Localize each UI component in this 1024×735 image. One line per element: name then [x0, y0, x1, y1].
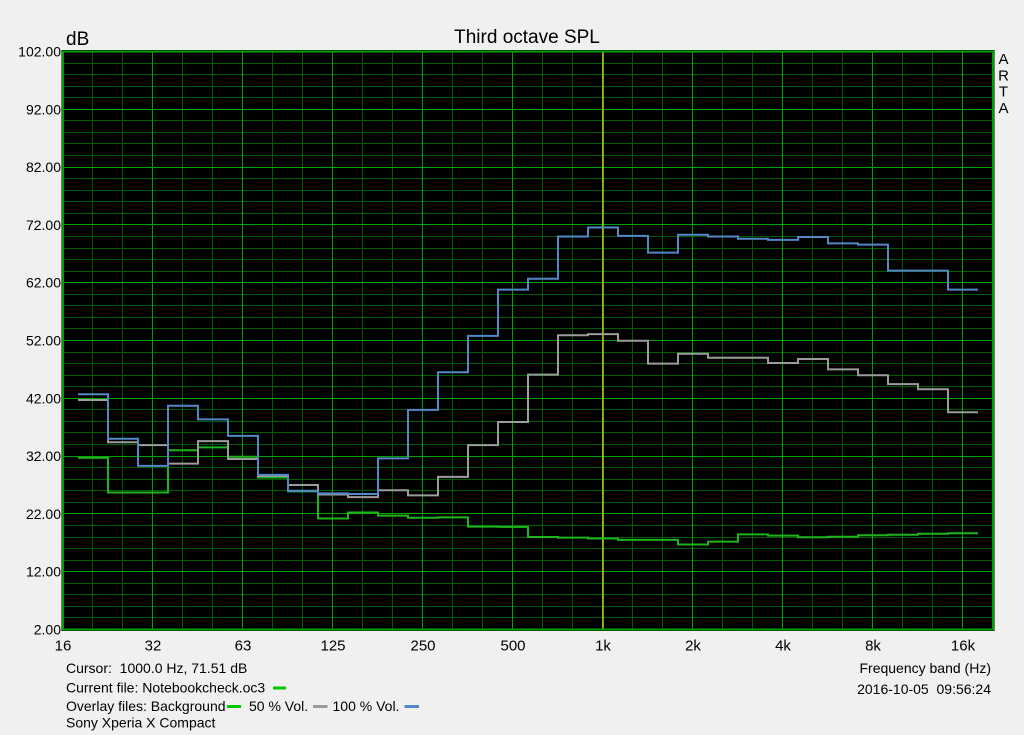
svg-text:Frequency band (Hz): Frequency band (Hz)	[859, 660, 991, 676]
svg-text:63: 63	[235, 638, 252, 655]
svg-text:32: 32	[145, 638, 162, 655]
svg-text:2.00: 2.00	[34, 622, 61, 638]
svg-text:100 % Vol.: 100 % Vol.	[333, 698, 400, 714]
svg-text:125: 125	[320, 638, 345, 655]
svg-text:12.00: 12.00	[26, 564, 61, 580]
svg-text:72.00: 72.00	[26, 217, 61, 233]
svg-text:82.00: 82.00	[26, 159, 61, 175]
svg-text:32.00: 32.00	[26, 448, 61, 464]
svg-text:Sony Xperia X Compact: Sony Xperia X Compact	[66, 715, 216, 731]
svg-text:dB: dB	[66, 29, 89, 50]
svg-text:102.00: 102.00	[18, 44, 61, 60]
svg-text:Cursor: 1000.0 Hz, 71.51 dB: Cursor: 1000.0 Hz, 71.51 dB	[66, 660, 247, 676]
svg-text:16: 16	[55, 638, 72, 655]
svg-text:R: R	[998, 67, 1009, 84]
svg-text:22.00: 22.00	[26, 506, 61, 522]
svg-text:16k: 16k	[951, 638, 976, 655]
svg-text:Current file: Notebookcheck.oc: Current file: Notebookcheck.oc3	[66, 680, 265, 696]
svg-text:Third octave SPL: Third octave SPL	[454, 27, 600, 48]
svg-text:62.00: 62.00	[26, 275, 61, 291]
svg-text:A: A	[998, 100, 1008, 117]
svg-text:Overlay files: Background: Overlay files: Background	[66, 698, 226, 714]
svg-text:2016-10-05 09:56:24: 2016-10-05 09:56:24	[857, 681, 991, 697]
svg-text:2k: 2k	[685, 638, 701, 655]
svg-text:42.00: 42.00	[26, 390, 61, 406]
svg-text:52.00: 52.00	[26, 333, 61, 349]
svg-text:4k: 4k	[775, 638, 791, 655]
svg-text:500: 500	[500, 638, 525, 655]
svg-text:50 % Vol.: 50 % Vol.	[249, 698, 308, 714]
svg-text:T: T	[999, 84, 1008, 101]
svg-text:8k: 8k	[865, 638, 881, 655]
svg-text:1k: 1k	[595, 638, 611, 655]
svg-text:92.00: 92.00	[26, 101, 61, 117]
svg-text:A: A	[998, 51, 1008, 68]
svg-text:250: 250	[410, 638, 435, 655]
